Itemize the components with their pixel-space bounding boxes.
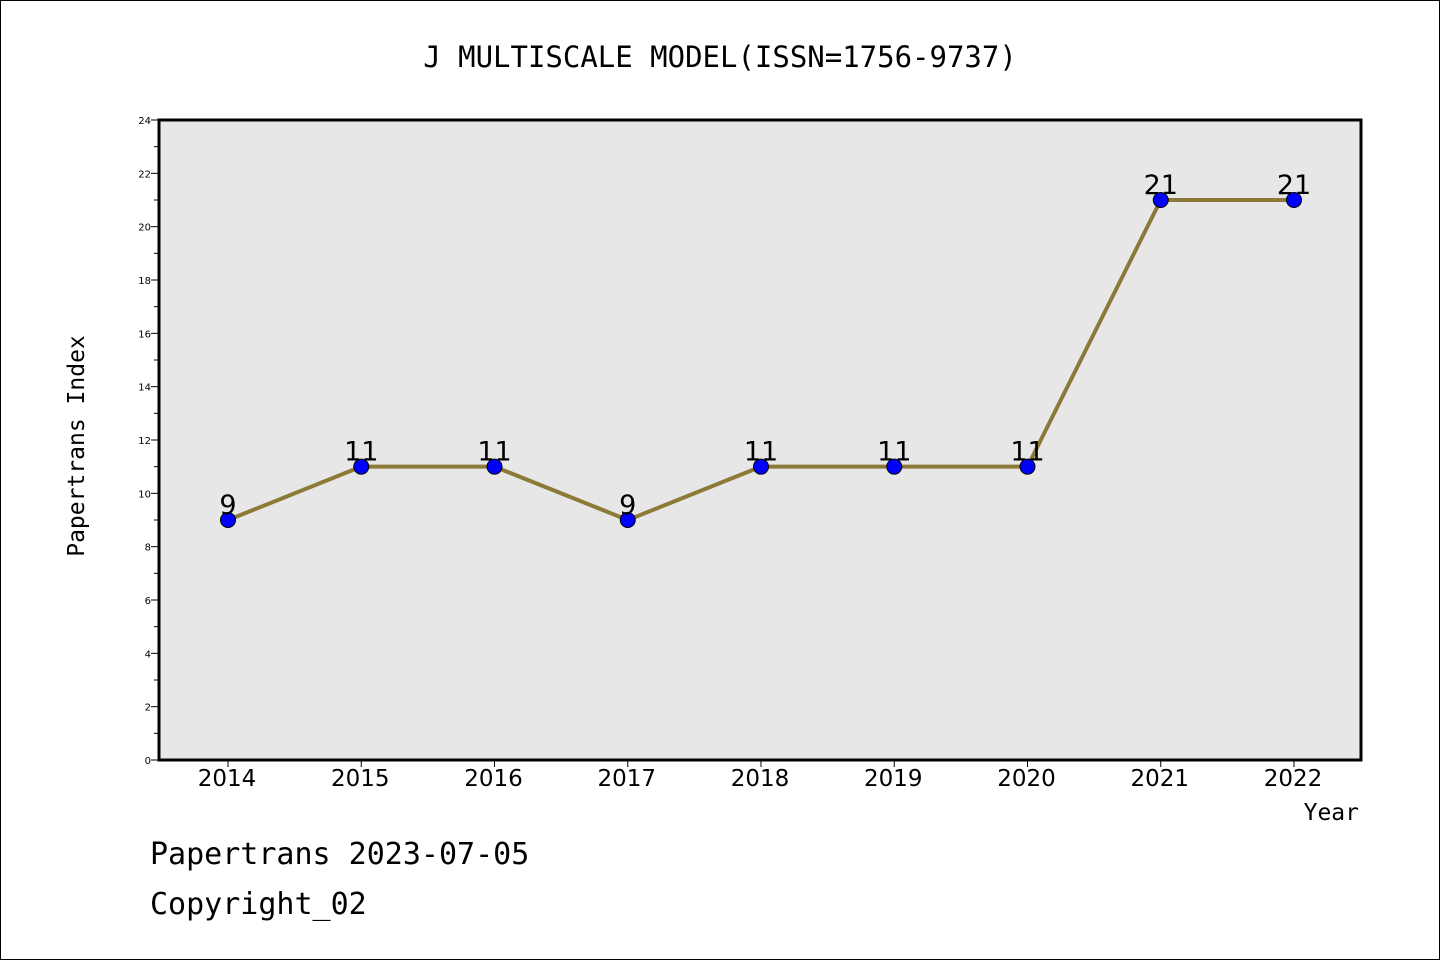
footer-copyright: Copyright_02: [150, 887, 367, 922]
data-label: 11: [477, 437, 511, 468]
y-tick-label: 24: [138, 116, 151, 127]
x-tick-label: 2016: [464, 766, 523, 792]
x-tick-label: 2020: [997, 766, 1056, 792]
data-points: [220, 192, 1302, 528]
x-tick-label: 2015: [331, 766, 390, 792]
data-point: [886, 458, 903, 475]
y-tick-label: 2: [145, 703, 151, 714]
data-point: [619, 512, 636, 528]
data-label: 11: [877, 437, 911, 468]
data-label: 21: [1144, 170, 1178, 201]
x-axis-label: Year: [1304, 800, 1359, 826]
y-tick-label: 6: [145, 596, 151, 607]
chart-title: J MULTISCALE MODEL(ISSN=1756-9737): [423, 40, 1017, 74]
y-tick-label: 10: [138, 489, 151, 500]
data-point: [220, 512, 236, 528]
x-tick-label: 2019: [864, 766, 923, 792]
x-tick-label: 2018: [731, 766, 790, 792]
data-point: [486, 458, 503, 475]
data-point: [753, 458, 769, 475]
x-tick-label: 2014: [198, 766, 257, 792]
data-point: [1019, 458, 1036, 475]
y-tick-label: 14: [138, 383, 151, 394]
x-tick-label: 2017: [597, 766, 656, 792]
x-axis: 2014 2015 2016 2017 2018 2019 2020 2021 2022: [198, 760, 1323, 792]
y-tick-label: 20: [138, 223, 151, 234]
data-label: 11: [744, 437, 778, 468]
data-label: 21: [1277, 170, 1311, 201]
footer-date: Papertrans 2023-07-05: [150, 837, 529, 872]
x-tick-label: 2021: [1130, 766, 1189, 792]
data-label: 11: [344, 437, 378, 468]
data-label: 11: [1010, 437, 1044, 468]
plot-border: [157, 118, 1363, 762]
plot-area: [159, 120, 1361, 760]
x-tick-label: 2022: [1264, 766, 1323, 792]
y-tick-label: 22: [138, 169, 151, 180]
y-tick-label: 18: [138, 276, 151, 287]
data-label: 9: [219, 490, 236, 521]
y-tick-label: 4: [145, 649, 151, 660]
y-tick-label: 0: [145, 756, 151, 767]
data-label: 9: [619, 490, 636, 521]
data-point: [1286, 192, 1302, 208]
y-tick-label: 16: [138, 329, 151, 340]
y-tick-label: 8: [145, 543, 151, 554]
data-point: [353, 458, 370, 475]
y-tick-label: 12: [138, 436, 151, 447]
data-labels: 9 11 11 9 11 11 11 21 21: [219, 170, 1311, 521]
y-axis-label: Papertrans Index: [64, 335, 90, 557]
data-point: [1152, 192, 1169, 208]
